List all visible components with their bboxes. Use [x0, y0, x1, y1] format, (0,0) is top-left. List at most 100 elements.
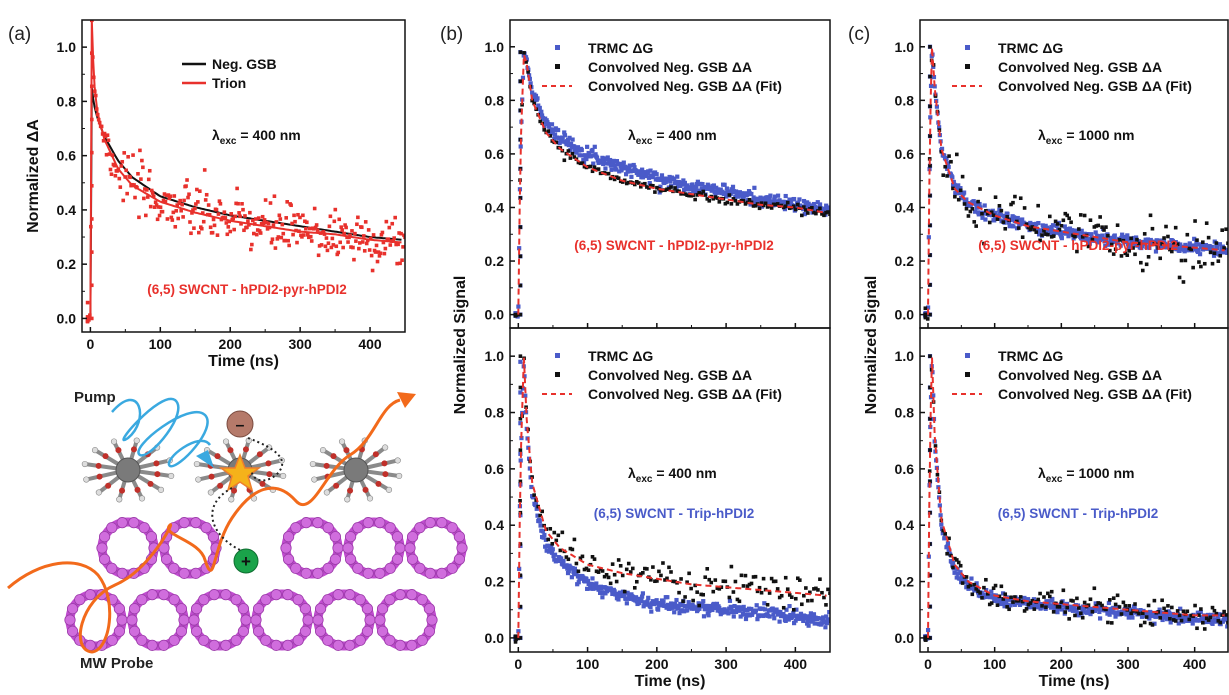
data-point	[552, 132, 558, 137]
data-point	[1126, 246, 1131, 251]
data-point	[814, 211, 818, 216]
data-point	[338, 240, 343, 245]
hydrogen-atom	[157, 486, 165, 493]
y-tick-label: 0.8	[895, 405, 915, 421]
data-point	[1026, 602, 1031, 607]
data-point	[659, 173, 665, 178]
data-point	[785, 200, 790, 205]
ring-bead	[329, 553, 342, 565]
nanotube-ring	[96, 517, 160, 579]
data-point	[686, 600, 691, 605]
data-point	[1111, 596, 1116, 600]
data-point	[1067, 617, 1071, 621]
data-point	[753, 574, 758, 579]
data-point	[640, 594, 645, 599]
data-point	[754, 200, 759, 205]
data-point	[1158, 238, 1163, 243]
data-point	[629, 174, 634, 179]
data-point	[1104, 225, 1108, 229]
data-point	[255, 228, 260, 232]
data-point	[710, 186, 715, 191]
data-point	[1160, 598, 1164, 603]
data-point	[574, 561, 579, 566]
data-point	[752, 185, 757, 190]
data-point	[758, 606, 763, 612]
data-point	[1109, 610, 1114, 615]
data-point	[292, 213, 296, 218]
ring-hole	[263, 601, 301, 639]
data-point	[630, 566, 635, 571]
data-point	[1217, 242, 1223, 247]
data-point	[962, 202, 967, 206]
data-point	[695, 193, 699, 197]
data-point	[234, 201, 238, 206]
data-point	[590, 576, 595, 581]
data-point	[184, 184, 188, 188]
data-point	[1103, 243, 1108, 248]
data-point	[1220, 228, 1224, 232]
y-tick-label: 0.8	[485, 92, 505, 108]
data-point	[661, 599, 666, 604]
oxygen-atom	[266, 471, 273, 478]
data-point	[395, 261, 399, 266]
data-point	[711, 196, 716, 201]
data-point	[1080, 615, 1085, 620]
data-point	[1077, 227, 1081, 231]
ring-bead	[190, 517, 202, 529]
data-point	[697, 606, 702, 611]
data-point	[210, 230, 215, 235]
data-point	[179, 208, 183, 213]
data-point	[528, 81, 533, 86]
plot-area-c-bottom	[923, 354, 1228, 642]
y-tick-label: 0.8	[57, 93, 77, 109]
data-point	[1082, 213, 1087, 218]
ring-bead	[374, 614, 386, 626]
data-point	[771, 579, 776, 584]
data-point	[968, 583, 973, 587]
data-point	[199, 226, 204, 231]
data-point	[1158, 616, 1163, 620]
data-point	[791, 610, 796, 616]
data-point	[939, 149, 944, 154]
data-point	[516, 629, 521, 634]
data-point	[928, 83, 934, 89]
data-point	[598, 567, 603, 571]
data-point	[960, 174, 965, 179]
data-point	[590, 554, 595, 559]
x-tick-label: 0	[924, 656, 932, 672]
data-point	[954, 575, 959, 580]
data-point	[947, 548, 952, 553]
data-point	[1195, 238, 1199, 242]
data-point	[530, 90, 535, 95]
data-point	[688, 185, 694, 191]
ring-bead	[423, 603, 436, 615]
data-point	[603, 166, 608, 171]
data-point	[1132, 239, 1137, 244]
data-point	[945, 174, 949, 178]
data-point	[609, 167, 614, 172]
data-point	[806, 623, 811, 628]
data-point	[548, 134, 553, 138]
data-point	[978, 591, 982, 595]
data-point	[928, 193, 932, 198]
data-point	[566, 557, 571, 562]
data-point	[167, 196, 172, 201]
data-point	[931, 74, 937, 80]
data-point	[668, 179, 673, 184]
data-point	[518, 458, 523, 463]
data-point	[287, 243, 291, 248]
hydrogen-atom	[207, 489, 214, 496]
data-point	[989, 210, 994, 215]
data-point	[754, 603, 759, 608]
ring-bead	[220, 589, 232, 601]
data-point	[977, 201, 982, 207]
ring-bead	[361, 603, 374, 615]
data-point	[667, 187, 671, 191]
data-point	[588, 586, 594, 591]
data-point	[313, 225, 318, 230]
data-point	[376, 250, 381, 254]
data-point	[762, 601, 767, 606]
ring-bead	[329, 531, 342, 543]
data-point	[1097, 609, 1102, 615]
data-point	[532, 493, 536, 497]
